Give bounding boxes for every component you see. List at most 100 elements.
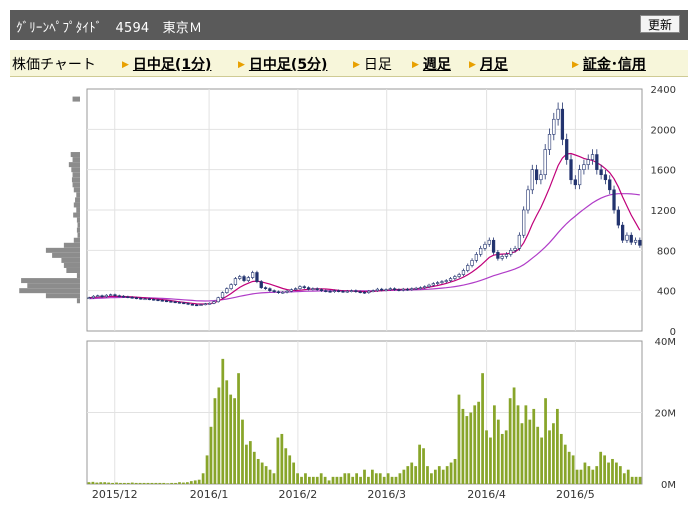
volume-bar — [300, 476, 303, 484]
volume-bar — [496, 419, 500, 484]
candle-body — [285, 290, 289, 293]
volume-bar — [516, 405, 520, 484]
volume-bar — [213, 398, 217, 484]
candle-body — [448, 278, 453, 281]
volume-bar — [457, 394, 461, 484]
volume-profile-bar — [70, 152, 80, 158]
volume-bar — [536, 426, 540, 484]
volume-profile-bar — [76, 227, 80, 233]
volume-bar — [473, 405, 477, 484]
title-bar: ｸﾞﾘｰﾝﾍﾟﾌﾟﾀｲﾄﾞ 4594 東京Ｍ 更新 — [10, 10, 688, 40]
candle-body — [358, 291, 362, 293]
volume-bar — [520, 423, 524, 484]
arrow-icon: ▶ — [469, 60, 476, 70]
volume-bar — [119, 482, 122, 484]
volume-profile-bar — [73, 202, 80, 208]
candle-body — [586, 159, 590, 165]
volume-bar — [248, 441, 252, 484]
candle-body — [603, 174, 608, 181]
volume-bar — [603, 455, 606, 484]
nav-weekly-label[interactable]: 週足 — [422, 57, 451, 73]
volume-bar — [611, 458, 614, 484]
candle-body — [104, 294, 108, 298]
volume-bar — [217, 387, 221, 484]
volume-bar — [367, 476, 370, 484]
volume-bar — [327, 480, 331, 484]
date-tick-label: 2016/3 — [367, 488, 406, 501]
candle-body — [337, 290, 341, 292]
volume-profile-bar — [27, 283, 80, 289]
candle-body — [177, 301, 182, 304]
volume-profile-bar — [52, 252, 80, 258]
volume-bar — [245, 444, 248, 484]
nav-intraday-5min-label[interactable]: 日中足(5分) — [248, 57, 328, 73]
candle-body — [100, 295, 104, 298]
volume-bar — [162, 482, 166, 484]
volume-bar — [331, 476, 335, 484]
price-tick-label: 400 — [657, 287, 676, 298]
nav-weekly[interactable]: ▶ 週足 — [412, 54, 451, 74]
candle-body — [173, 301, 177, 304]
candle-body — [349, 290, 354, 292]
volume-bar — [209, 426, 213, 484]
candle-body — [552, 118, 556, 135]
nav-margin-label[interactable]: 証金･信用 — [582, 57, 646, 73]
volume-bar — [315, 476, 319, 484]
candle-body — [160, 299, 164, 302]
candle-body — [302, 286, 306, 288]
nav-intraday-5min[interactable]: ▶ 日中足(5分) — [238, 54, 327, 74]
volume-bar — [268, 469, 272, 484]
volume-bar — [595, 466, 599, 484]
volume-bar — [532, 408, 536, 484]
candle-body — [190, 303, 195, 306]
candle-body — [109, 294, 113, 296]
candle-body — [638, 239, 642, 246]
date-tick-label: 2016/4 — [467, 488, 506, 501]
candle-body — [362, 291, 367, 294]
volume-bar — [410, 462, 414, 484]
refresh-button[interactable]: 更新 — [639, 15, 680, 33]
candle-body — [530, 169, 534, 191]
volume-bar — [229, 394, 233, 484]
candle-body — [608, 179, 612, 191]
volume-bar — [107, 482, 111, 484]
candle-body — [410, 288, 414, 290]
candle-body — [319, 289, 324, 291]
volume-bar — [363, 469, 366, 484]
nav-intraday-1min[interactable]: ▶ 日中足(1分) — [122, 54, 211, 74]
volume-bar — [280, 433, 284, 484]
nav-monthly-label[interactable]: 月足 — [479, 57, 508, 73]
volume-bar — [390, 476, 394, 484]
volume-bar — [406, 466, 410, 484]
volume-bar — [374, 473, 378, 484]
candle-body — [126, 296, 130, 299]
candle-body — [328, 290, 332, 293]
volume-bar — [540, 437, 544, 484]
candle-body — [466, 265, 470, 271]
volume-bar — [575, 469, 579, 484]
candle-body — [207, 302, 212, 305]
candle-body — [238, 276, 242, 279]
volume-bar — [343, 473, 347, 484]
volume-bar — [99, 482, 103, 484]
volume-profile-bar — [77, 222, 80, 228]
volume-bar — [111, 482, 114, 484]
candle-body — [311, 288, 315, 290]
candle-body — [169, 300, 173, 303]
volume-bar — [103, 482, 107, 484]
nav-monthly[interactable]: ▶ 月足 — [469, 54, 508, 74]
volume-bar — [87, 482, 91, 484]
volume-bar — [449, 462, 453, 484]
date-tick-label: 2016/2 — [279, 488, 318, 501]
price-tick-label: 2400 — [651, 85, 676, 96]
stock-chart: 0 400 800 1200 1600 2000 2400 0M 20M 40M 2015/12… — [19, 85, 676, 501]
nav-intraday-1min-label[interactable]: 日中足(1分) — [132, 57, 212, 73]
volume-tick-label: 0M — [661, 480, 676, 491]
candle-body — [534, 169, 539, 181]
nav-margin[interactable]: ▶ 証金･信用 — [572, 54, 646, 74]
volume-bar — [626, 469, 630, 484]
volume-bar — [433, 469, 437, 484]
candle-body — [272, 290, 276, 292]
volume-bar — [422, 448, 425, 484]
volume-profile-bar — [76, 273, 80, 279]
